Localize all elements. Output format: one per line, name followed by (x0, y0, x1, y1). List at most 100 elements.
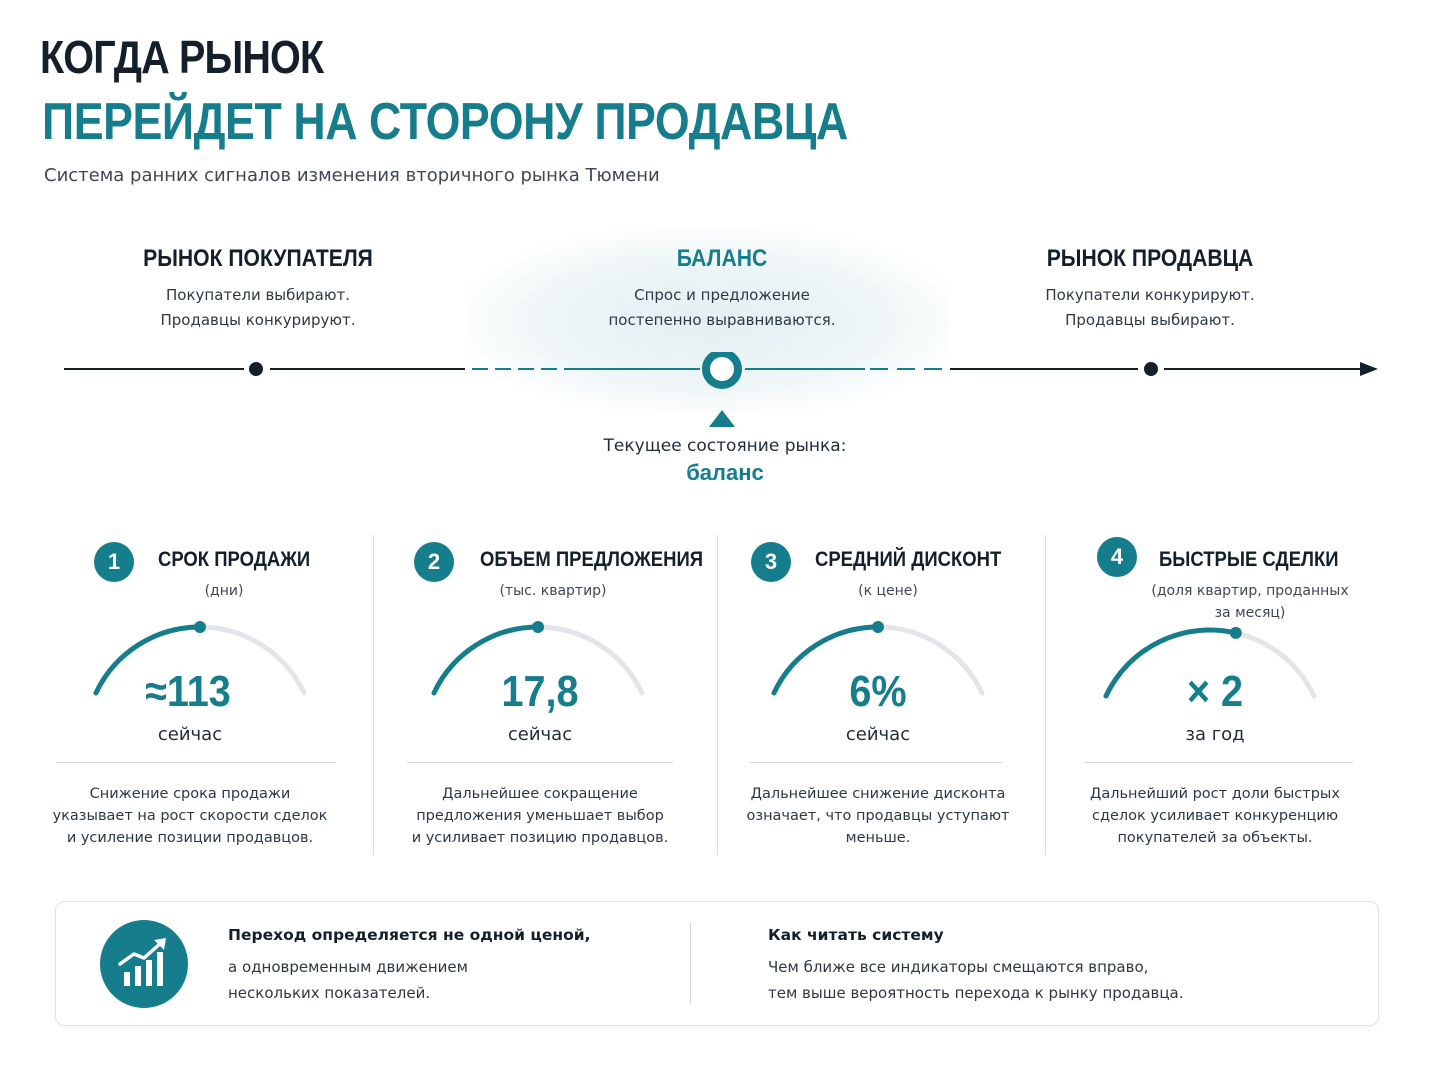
summary-left-text: а одновременным движением нескольких пок… (228, 954, 608, 1006)
gauge-track (1233, 630, 1317, 699)
gauge-track (875, 624, 985, 696)
note-line: сделок усиливает конкуренцию (1091, 808, 1339, 824)
gauge-marker (872, 621, 884, 633)
zone-buyer-market: РЫНОК ПОКУПАТЕЛЯ Покупатели выбирают. Пр… (78, 245, 438, 333)
indicator-separator (407, 762, 673, 763)
indicator-value: × 2 (1186, 667, 1244, 716)
summary-left-title: Переход определяется не одной ценой, (228, 926, 591, 944)
gauge-fill (93, 624, 203, 696)
indicator-fast-deals: 4 БЫСТРЫЕ СДЕЛКИ (доля квартир, проданны… (1065, 535, 1395, 860)
gauge-fill (771, 624, 881, 696)
indicator-value: 17,8 (501, 667, 579, 716)
note-line: Дальнейшее снижение дисконта (750, 786, 1006, 802)
note-line: Дальнейшее сокращение (442, 786, 638, 802)
note-line: и усиливает позицию продавцов. (411, 830, 669, 846)
page-subtitle: Система ранних сигналов изменения вторич… (44, 165, 660, 186)
current-state-label: Текущее состояние рынка: (603, 436, 847, 456)
zone-description: Покупатели выбирают. Продавцы конкурирую… (78, 283, 438, 333)
gauge-marker (194, 621, 206, 633)
gauge-marker (532, 621, 544, 633)
indicator-separator (56, 762, 336, 763)
column-divider (1045, 535, 1046, 855)
indicator-supply-volume: 2 ОБЪЕМ ПРЕДЛОЖЕНИЯ (тыс. квартир) 17,8 … (390, 540, 710, 860)
indicator-number-badge: 2 (414, 542, 454, 582)
zone-desc-line: постепенно выравниваются. (608, 311, 836, 329)
gauge-track (535, 624, 645, 696)
zone-desc-line: Покупатели выбирают. (166, 286, 350, 304)
indicator-number-badge: 3 (751, 542, 791, 582)
note-line: покупателей за объекты. (1117, 830, 1313, 846)
page-title-line2: ПЕРЕЙДЕТ НА СТОРОНУ ПРОДАВЦА (42, 93, 848, 151)
note-line: Снижение срока продажи (89, 786, 291, 802)
summary-line: нескольких показателей. (228, 984, 431, 1002)
zone-desc-line: Продавцы конкурируют. (160, 311, 356, 329)
gauge-marker (1229, 626, 1242, 639)
indicator-number-badge: 4 (1097, 537, 1137, 577)
indicator-period: сейчас (845, 724, 911, 745)
seller-market-marker (1144, 362, 1158, 376)
indicator-period: за год (1185, 724, 1245, 745)
zone-seller-market: РЫНОК ПРОДАВЦА Покупатели конкурируют. П… (970, 245, 1330, 333)
indicator-note: Дальнейший рост доли быстрых сделок усил… (1065, 783, 1365, 849)
summary-box (55, 901, 1379, 1026)
note-line: означает, что продавцы уступают (746, 808, 1010, 824)
indicator-sale-period: 1 СРОК ПРОДАЖИ (дни) ≈113 сейчас Снижени… (40, 540, 360, 860)
zone-balance: БАЛАНС Спрос и предложение постепенно вы… (542, 245, 902, 333)
note-line: предложения уменьшает выбор (416, 808, 664, 824)
indicator-separator (750, 762, 1002, 763)
chart-growth-icon (100, 920, 188, 1008)
zone-title: РЫНОК ПОКУПАТЕЛЯ (143, 245, 373, 272)
gauge-fill (431, 624, 541, 696)
indicator-note: Дальнейшее сокращение предложения уменьш… (390, 783, 690, 849)
zone-title: БАЛАНС (676, 245, 768, 272)
summary-line: тем выше вероятность перехода к рынку пр… (768, 984, 1184, 1002)
indicator-unit: (доля квартир, проданных за месяц) (1105, 580, 1395, 624)
summary-right-text: Чем ближе все индикаторы смещаются вправ… (768, 954, 1328, 1006)
note-line: и усиление позиции продавцов. (66, 830, 314, 846)
indicator-unit: (дни) (204, 583, 244, 599)
indicator-note: Дальнейшее снижение дисконта означает, ч… (728, 783, 1028, 849)
zone-desc-line: Продавцы выбирают. (1065, 311, 1235, 329)
indicator-gauge (771, 621, 985, 696)
indicator-value: ≈113 (145, 667, 231, 716)
triangle-up-icon (709, 410, 735, 427)
indicator-note: Снижение срока продажи указывает на рост… (40, 783, 340, 849)
indicator-number-badge: 1 (94, 542, 134, 582)
note-line: меньше. (845, 830, 911, 846)
zone-title: РЫНОК ПРОДАВЦА (1046, 245, 1254, 272)
zone-desc-line: Покупатели конкурируют. (1045, 286, 1255, 304)
buyer-market-marker (249, 362, 263, 376)
note-line: Дальнейший рост доли быстрых (1090, 786, 1340, 802)
indicator-period: сейчас (157, 724, 223, 745)
indicator-title: СРЕДНИЙ ДИСКОНТ (815, 548, 1002, 571)
indicator-separator (1085, 762, 1353, 763)
current-position-marker (702, 352, 742, 389)
indicator-title: ОБЪЕМ ПРЕДЛОЖЕНИЯ (480, 548, 704, 571)
summary-divider (690, 922, 691, 1004)
summary-line: Чем ближе все индикаторы смещаются вправ… (768, 958, 1149, 976)
indicator-gauge (1103, 626, 1317, 699)
summary-line: а одновременным движением (228, 958, 468, 976)
current-state-value: баланс (686, 460, 764, 485)
indicator-unit: (тыс. квартир) (499, 583, 607, 599)
indicator-average-discount: 3 СРЕДНИЙ ДИСКОНТ (к цене) 6% сейчас Дал… (728, 540, 1038, 860)
gauge-track (197, 624, 307, 696)
indicator-gauge (431, 621, 645, 696)
zone-description: Покупатели конкурируют. Продавцы выбираю… (970, 283, 1330, 333)
indicator-title: СРОК ПРОДАЖИ (158, 548, 311, 571)
gauge-fill (1103, 627, 1239, 699)
zone-description: Спрос и предложение постепенно выравнива… (542, 283, 902, 333)
indicator-value: 6% (849, 667, 907, 716)
summary-right-title: Как читать систему (768, 926, 944, 944)
arrow-right-icon (1360, 362, 1378, 376)
column-divider (373, 535, 374, 855)
indicator-unit: (к цене) (858, 583, 918, 599)
indicator-period: сейчас (507, 724, 573, 745)
unit-line: за месяц) (1214, 605, 1286, 621)
unit-line: (доля квартир, проданных (1151, 583, 1349, 599)
chart-growth-icon-graphic (118, 938, 166, 986)
indicator-gauge (93, 621, 307, 696)
page-title-line1: КОГДА РЫНОК (40, 31, 324, 83)
zone-desc-line: Спрос и предложение (634, 286, 810, 304)
column-divider (717, 535, 718, 855)
